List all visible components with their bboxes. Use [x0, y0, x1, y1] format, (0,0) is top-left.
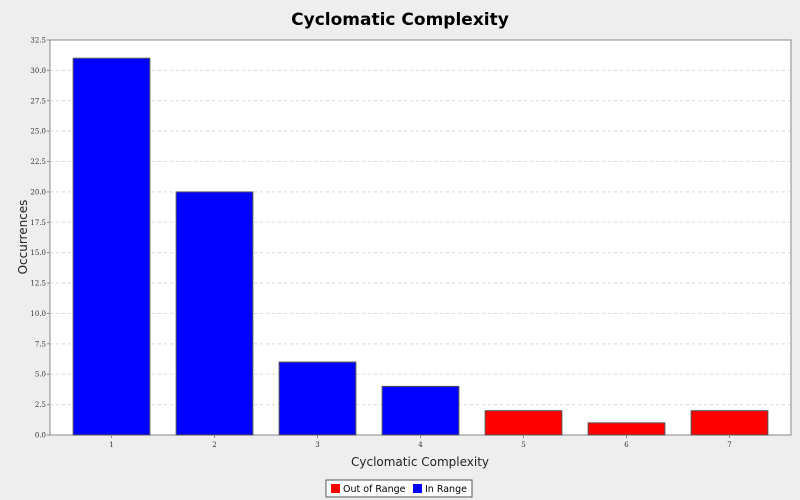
y-tick-label: 27.5 [30, 97, 46, 105]
y-tick-label: 30.0 [30, 67, 46, 75]
plot-area [49, 39, 792, 436]
x-tick-label: 3 [315, 441, 319, 449]
chart-title: Cyclomatic Complexity [291, 10, 509, 30]
bar-5 [484, 410, 563, 436]
bar-2 [175, 191, 254, 436]
bar-7 [690, 410, 769, 436]
y-tick-label: 20.0 [30, 188, 46, 196]
legend: Out of Range In Range [325, 479, 473, 498]
y-tick-label: 32.5 [30, 37, 46, 45]
x-tick-label: 5 [521, 441, 525, 449]
y-tick-label: 2.5 [35, 401, 46, 409]
bar-1 [72, 57, 151, 436]
legend-swatch-in-range [413, 484, 422, 493]
bar-4 [381, 385, 460, 436]
y-tick-label: 0.0 [35, 432, 46, 440]
y-tick-label: 12.5 [30, 280, 46, 288]
y-axis-label: Occurrences [16, 200, 30, 275]
x-axis-ticks: 1 2 3 4 5 6 7 [109, 435, 732, 449]
y-tick-label: 15.0 [30, 249, 46, 257]
x-tick-label: 1 [109, 441, 113, 449]
bar-3 [278, 361, 357, 436]
bar-6 [587, 422, 666, 436]
legend-label-out-of-range: Out of Range [343, 484, 406, 495]
y-tick-label: 25.0 [30, 128, 46, 136]
x-tick-label: 2 [212, 441, 216, 449]
bars [72, 57, 769, 436]
legend-box [325, 479, 473, 498]
legend-swatch-out-of-range [331, 484, 340, 493]
y-tick-label: 10.0 [30, 310, 46, 318]
legend-label-in-range: In Range [425, 484, 467, 495]
y-tick-label: 17.5 [30, 219, 46, 227]
x-tick-label: 4 [418, 441, 423, 449]
x-tick-label: 7 [727, 441, 731, 449]
y-tick-label: 7.5 [35, 340, 46, 348]
y-axis-ticks: 0.0 2.5 5.0 7.5 10.0 12.5 15.0 17.5 20.0 22.5 25.0… [30, 37, 50, 440]
x-axis-label: Cyclomatic Complexity [351, 455, 489, 469]
y-tick-label: 5.0 [35, 371, 46, 379]
x-tick-label: 6 [624, 441, 629, 449]
y-tick-label: 22.5 [30, 158, 46, 166]
